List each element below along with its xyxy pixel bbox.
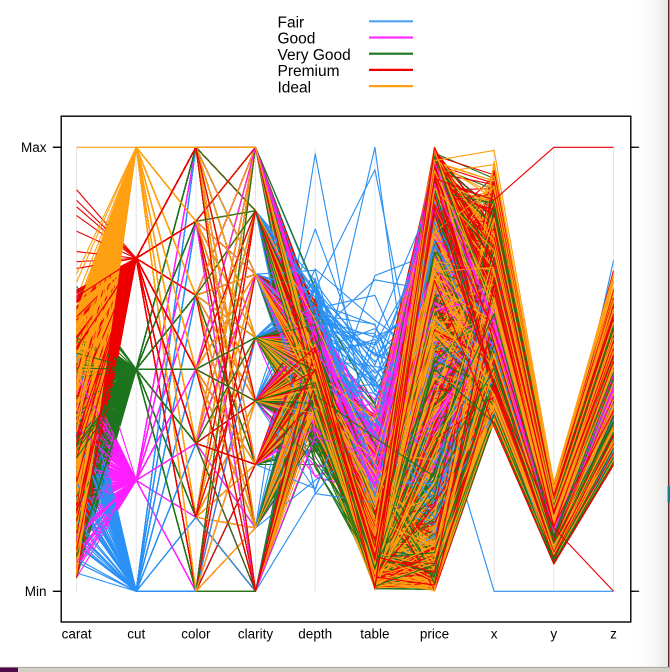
svg-text:carat: carat (62, 627, 92, 642)
svg-text:Min: Min (25, 584, 47, 599)
svg-text:Ideal: Ideal (278, 79, 312, 96)
svg-text:z: z (610, 627, 617, 642)
svg-text:table: table (360, 627, 389, 642)
svg-text:Very Good: Very Good (278, 47, 351, 64)
svg-text:x: x (491, 627, 498, 642)
svg-text:cut: cut (127, 627, 145, 642)
svg-text:Fair: Fair (278, 15, 305, 32)
svg-text:Max: Max (21, 140, 47, 155)
svg-text:Good: Good (278, 31, 316, 48)
svg-text:Premium: Premium (278, 63, 340, 80)
svg-text:y: y (550, 627, 557, 642)
svg-text:price: price (420, 627, 449, 642)
svg-text:clarity: clarity (238, 627, 274, 642)
svg-text:color: color (181, 627, 211, 642)
svg-text:depth: depth (298, 627, 332, 642)
